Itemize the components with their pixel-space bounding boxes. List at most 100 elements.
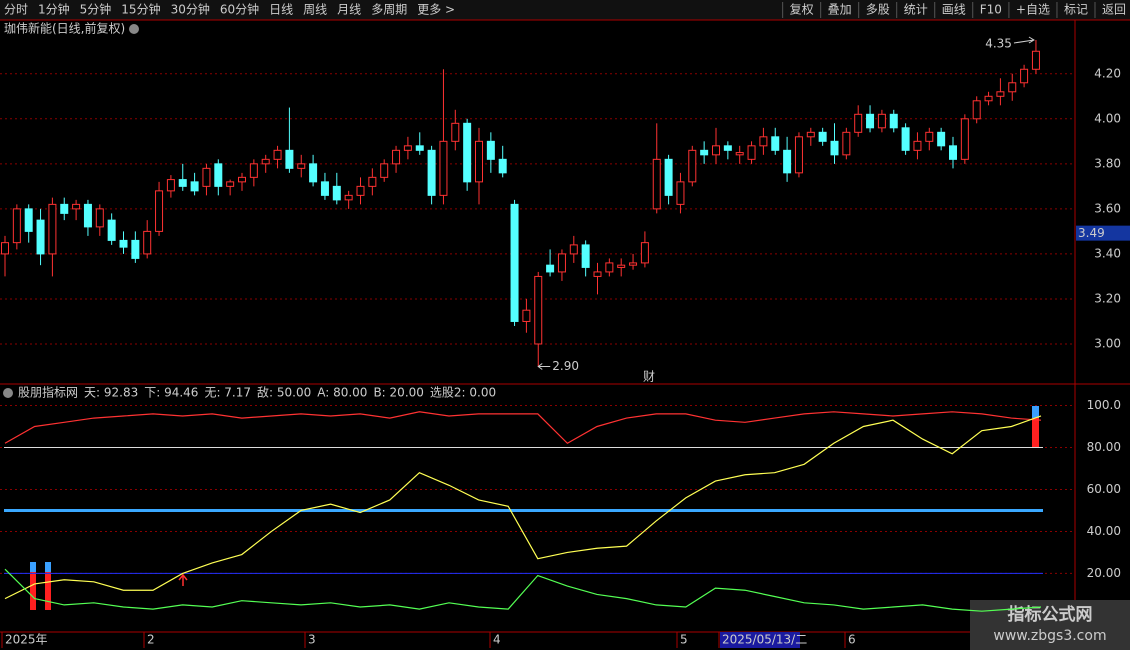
signal bbox=[45, 572, 51, 610]
candle-body bbox=[783, 149, 792, 174]
toolbar-button[interactable]: 复权 bbox=[790, 3, 814, 17]
candle-body bbox=[735, 152, 744, 156]
y-tick-label: 80.00 bbox=[1087, 440, 1121, 454]
y-tick-label: 60.00 bbox=[1087, 482, 1121, 496]
y-tick-label: 3.80 bbox=[1094, 156, 1121, 170]
candle-body bbox=[605, 262, 614, 273]
toolbar-button[interactable]: 更多 > bbox=[417, 3, 455, 17]
candle-body bbox=[747, 145, 756, 160]
candle-body bbox=[688, 149, 697, 183]
finance-mark[interactable]: 财 bbox=[643, 370, 655, 384]
x-tick-label: 2025/05/13/二 bbox=[722, 633, 807, 647]
toolbar-button[interactable]: 叠加 bbox=[828, 3, 852, 17]
y-tick-label: 3.20 bbox=[1094, 291, 1121, 305]
signal bbox=[45, 562, 51, 572]
candle-body bbox=[759, 136, 768, 147]
candle-body bbox=[676, 181, 685, 205]
candle-body bbox=[640, 242, 649, 264]
y-tick-label: 3.40 bbox=[1094, 246, 1121, 260]
legend-entry: 下: 94.46 bbox=[144, 386, 198, 400]
candle-body bbox=[498, 158, 507, 174]
candle-body bbox=[794, 136, 803, 174]
legend-entry: B: 20.00 bbox=[373, 386, 423, 400]
toolbar-button[interactable]: 5分钟 bbox=[80, 2, 112, 17]
candle-body bbox=[36, 219, 45, 255]
candle-body bbox=[996, 91, 1005, 97]
candle-body bbox=[439, 140, 448, 196]
candle-body bbox=[949, 145, 957, 160]
candle-body bbox=[569, 244, 578, 255]
candle-body bbox=[261, 158, 270, 165]
toolbar-button[interactable]: 画线 bbox=[942, 3, 966, 17]
watermark bbox=[970, 600, 1130, 650]
toolbar-button[interactable]: F10 bbox=[980, 3, 1002, 17]
candle-body bbox=[1, 242, 9, 255]
current-price-box bbox=[1076, 225, 1130, 241]
candle-body bbox=[664, 158, 673, 196]
candle-body bbox=[451, 122, 460, 142]
candle-body bbox=[842, 131, 851, 156]
candle-body bbox=[332, 185, 341, 201]
candle-body bbox=[238, 176, 246, 183]
candle-body bbox=[143, 230, 152, 255]
toolbar-button[interactable]: 60分钟 bbox=[220, 2, 259, 17]
chart-title: 珈伟新能(日线,前复权) bbox=[4, 21, 125, 36]
candle-body bbox=[119, 239, 128, 248]
x-tick-label: 4 bbox=[493, 633, 501, 647]
indicator-line bbox=[4, 411, 1042, 445]
candle-body bbox=[522, 309, 531, 322]
candle-body bbox=[309, 163, 318, 183]
candle-body bbox=[226, 181, 235, 187]
candle-body bbox=[854, 113, 863, 133]
menu-icon[interactable] bbox=[3, 388, 13, 398]
legend-entry: 敌: 50.00 bbox=[257, 385, 311, 400]
toolbar-button[interactable]: 统计 bbox=[904, 3, 928, 17]
candle-body bbox=[723, 145, 732, 151]
candle-body bbox=[475, 140, 483, 183]
candle-body bbox=[889, 113, 898, 129]
toolbar-button[interactable]: 15分钟 bbox=[121, 2, 160, 17]
signal-arrow bbox=[178, 573, 188, 586]
candle-body bbox=[427, 149, 436, 196]
candle-body bbox=[712, 145, 720, 156]
y-tick-label: 4.20 bbox=[1094, 66, 1121, 80]
x-tick-label: 2025年 bbox=[5, 633, 48, 647]
candle-body bbox=[877, 113, 886, 129]
candle-body bbox=[771, 136, 780, 151]
candle-body bbox=[1020, 68, 1029, 84]
toolbar-button[interactable]: 周线 bbox=[303, 3, 327, 17]
candle-body bbox=[249, 163, 258, 178]
toolbar-button[interactable]: 返回 bbox=[1102, 3, 1126, 17]
candle-body bbox=[190, 181, 199, 192]
candle-body bbox=[486, 140, 495, 160]
toolbar-button[interactable]: 分时 bbox=[4, 3, 28, 17]
legend-entry: A: 80.00 bbox=[317, 386, 367, 400]
toolbar-button[interactable]: 日线 bbox=[269, 3, 293, 17]
high-label: 4.35 bbox=[985, 37, 1012, 51]
watermark-title: 指标公式网 bbox=[1008, 604, 1093, 625]
candle-body bbox=[652, 158, 661, 210]
candle-body bbox=[392, 149, 401, 165]
candle-body bbox=[925, 131, 934, 142]
toolbar-button[interactable]: 多股 bbox=[866, 3, 890, 17]
toolbar-button[interactable]: 多周期 bbox=[371, 3, 407, 17]
candle-body bbox=[48, 203, 57, 255]
candle-body bbox=[297, 163, 306, 169]
toolbar-button[interactable]: 30分钟 bbox=[171, 2, 210, 17]
legend-entry: 选股2: 0.00 bbox=[430, 386, 496, 400]
candle-body bbox=[866, 113, 875, 129]
signal bbox=[1032, 406, 1039, 418]
candle-body bbox=[463, 122, 472, 183]
candle-body bbox=[901, 127, 910, 151]
candle-body bbox=[60, 203, 69, 214]
toolbar-button[interactable]: 1分钟 bbox=[38, 2, 70, 17]
candle-body bbox=[202, 167, 211, 187]
candle-body bbox=[617, 264, 626, 268]
menu-icon[interactable] bbox=[129, 24, 139, 34]
toolbar-button[interactable]: 标记 bbox=[1064, 3, 1088, 17]
x-tick-label: 2 bbox=[147, 633, 155, 647]
toolbar-button[interactable]: +自选 bbox=[1016, 3, 1050, 17]
toolbar-button[interactable]: 月线 bbox=[337, 3, 361, 17]
candle-body bbox=[72, 203, 81, 210]
